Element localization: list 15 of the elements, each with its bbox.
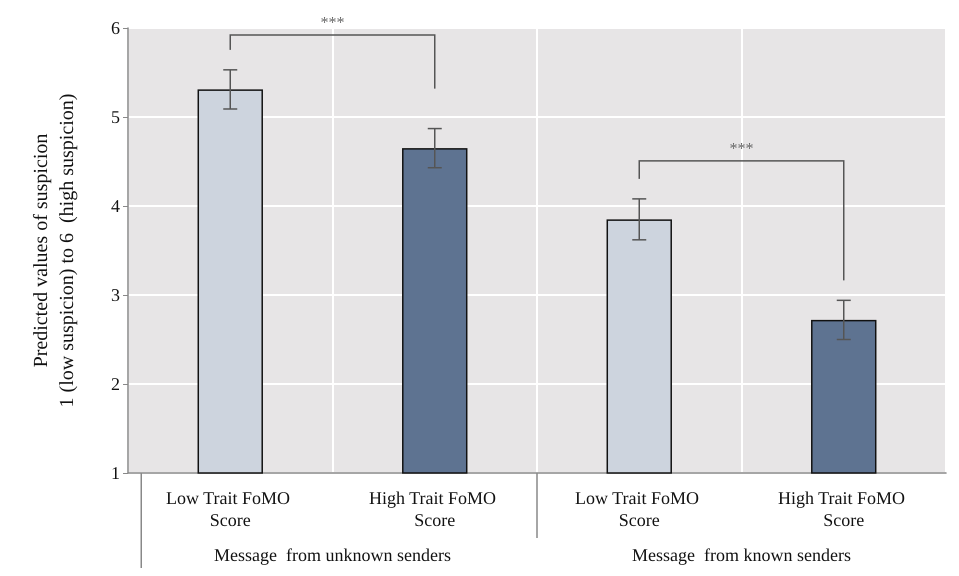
y-tick-label: 4 [111, 196, 120, 216]
x-tick-label: Low Trait FoMO Score [574, 488, 704, 530]
y-tick-label: 2 [111, 374, 120, 394]
y-tick-label: 6 [111, 18, 120, 38]
annotation: *** [730, 140, 754, 158]
y-tick-label: 5 [111, 107, 120, 127]
text: Message from known senders [632, 545, 851, 565]
y-tick-label: 1 [111, 463, 120, 483]
annotation: *** [320, 14, 344, 32]
text: Message from unknown senders [214, 545, 451, 565]
y-tick-label: 3 [111, 285, 120, 305]
y-axis-title: Predicted values of suspicion 1 (low suspicion) to 6 (high suspicion) [30, 94, 78, 408]
x-tick-label: High Trait FoMO Score [778, 488, 910, 530]
x-tick-label: Low Trait FoMO Score [166, 488, 295, 530]
x-tick-label: High Trait FoMO Score [368, 488, 501, 530]
